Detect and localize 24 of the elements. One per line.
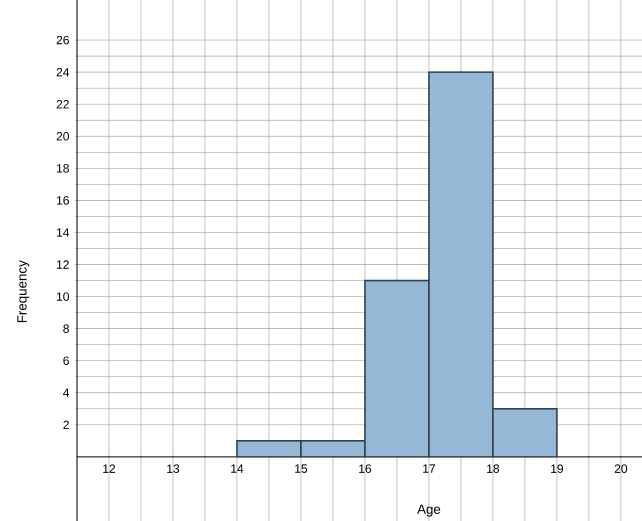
x-tick-label: 15 — [295, 464, 308, 473]
x-tick-label: 17 — [423, 464, 435, 473]
x-tick-label: 14 — [231, 464, 244, 473]
y-tick-label: 20 — [56, 132, 69, 141]
x-tick-label: 20 — [614, 464, 628, 473]
x-tick-label: 16 — [359, 464, 372, 473]
y-tick-label: 10 — [57, 292, 69, 301]
y-tick-label: 18 — [57, 164, 69, 173]
y-tick-label: 4 — [63, 388, 70, 397]
x-tick-label: 12 — [103, 464, 116, 473]
x-tick-label: 19 — [551, 464, 564, 473]
y-axis-title: Frequency — [17, 260, 30, 322]
y-tick-label: 2 — [63, 420, 69, 430]
y-tick-label: 14 — [57, 228, 70, 237]
x-tick-label: 18 — [487, 464, 500, 473]
y-tick-label: 24 — [56, 68, 70, 76]
y-tick-label: 26 — [56, 36, 69, 44]
y-tick-label: 12 — [57, 260, 69, 269]
x-tick-label: 13 — [167, 464, 180, 473]
y-tick-label: 8 — [63, 324, 69, 333]
x-axis-title: Age — [417, 504, 440, 517]
y-tick-label: 6 — [63, 356, 69, 365]
y-tick-label: 22 — [56, 100, 69, 108]
y-tick-label: 16 — [57, 196, 69, 205]
